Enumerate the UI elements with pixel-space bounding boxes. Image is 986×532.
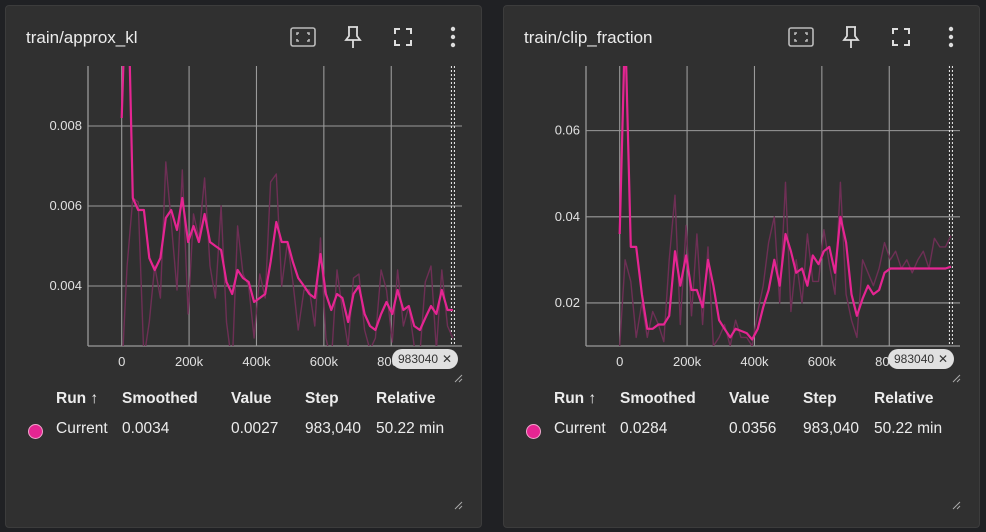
smoothed-value: 0.0034 (122, 420, 170, 437)
fit-domain-icon (290, 27, 316, 47)
x-tick-label: 400k (242, 354, 271, 369)
col-step: Step (803, 390, 837, 407)
y-tick-label: 0.02 (555, 295, 580, 310)
panel-clip-fraction: train/clip_fraction 0200k400k600k800k0.0… (503, 5, 980, 528)
pin-button[interactable] (837, 23, 865, 51)
pin-icon (842, 26, 860, 48)
smoothed-value: 0.0284 (620, 420, 668, 437)
more-menu-button[interactable] (439, 23, 467, 51)
run-name: Current (56, 420, 108, 437)
close-icon[interactable]: ✕ (938, 352, 949, 366)
step-value: 983,040 (305, 420, 362, 437)
col-value: Value (729, 390, 770, 407)
y-tick-label: 0.006 (49, 198, 82, 213)
col-run[interactable]: Run ↑ (56, 390, 99, 407)
hover-step-value: 983040 (398, 352, 439, 366)
fullscreen-icon (394, 28, 412, 46)
x-tick-label: 600k (310, 354, 339, 369)
x-tick-label: 400k (740, 354, 769, 369)
fullscreen-icon (892, 28, 910, 46)
more-menu-button[interactable] (937, 23, 965, 51)
fit-domain-button[interactable] (787, 23, 815, 51)
run-name: Current (554, 420, 606, 437)
close-icon[interactable]: ✕ (442, 352, 453, 366)
x-tick-label: 200k (673, 354, 702, 369)
chart-resize-handle-icon[interactable] (453, 373, 463, 383)
panel-title: train/approx_kl (26, 28, 138, 47)
x-tick-label: 0 (118, 354, 125, 369)
col-relative: Relative (874, 390, 934, 407)
raw-value: 0.0356 (729, 420, 777, 437)
col-value: Value (231, 390, 272, 407)
smoothed-series-line (120, 66, 453, 332)
panel-title: train/clip_fraction (524, 28, 653, 47)
x-tick-label: 600k (808, 354, 837, 369)
relative-time: 50.22 min (874, 420, 943, 437)
step-value: 983,040 (803, 420, 860, 437)
hover-step-chip[interactable]: 983040 ✕ (392, 349, 459, 369)
smoothed-series-line (618, 66, 952, 341)
y-tick-label: 0.04 (555, 209, 580, 224)
run-color-swatch (28, 424, 43, 439)
pin-icon (344, 26, 362, 48)
panel-toolbar (787, 23, 965, 51)
hover-step-value: 983040 (894, 352, 935, 366)
fit-domain-button[interactable] (289, 23, 317, 51)
panel-toolbar (289, 23, 467, 51)
run-color-swatch (526, 424, 541, 439)
y-tick-label: 0.004 (49, 278, 82, 293)
col-smoothed: Smoothed (620, 390, 696, 407)
x-tick-label: 200k (175, 354, 204, 369)
raw-value: 0.0027 (231, 420, 279, 437)
relative-time: 50.22 min (376, 420, 445, 437)
fit-domain-icon (788, 27, 814, 47)
hover-step-chip[interactable]: 983040 ✕ (888, 349, 955, 369)
x-tick-label: 0 (616, 354, 623, 369)
fullscreen-button[interactable] (389, 23, 417, 51)
col-step: Step (305, 390, 339, 407)
col-relative: Relative (376, 390, 436, 407)
chart-resize-handle-icon[interactable] (951, 373, 961, 383)
col-run[interactable]: Run ↑ (554, 390, 597, 407)
panel-resize-handle-icon[interactable] (951, 500, 961, 510)
col-smoothed: Smoothed (122, 390, 198, 407)
more-vert-icon (948, 26, 954, 48)
y-tick-label: 0.008 (49, 118, 82, 133)
raw-series-line (619, 181, 952, 346)
more-vert-icon (450, 26, 456, 48)
panel-resize-handle-icon[interactable] (453, 500, 463, 510)
y-tick-label: 0.06 (555, 123, 580, 138)
pin-button[interactable] (339, 23, 367, 51)
raw-series-line (122, 161, 454, 346)
fullscreen-button[interactable] (887, 23, 915, 51)
panel-approx-kl: train/approx_kl 0 200k 400k 600k 800k 0.004 0.… (5, 5, 482, 528)
